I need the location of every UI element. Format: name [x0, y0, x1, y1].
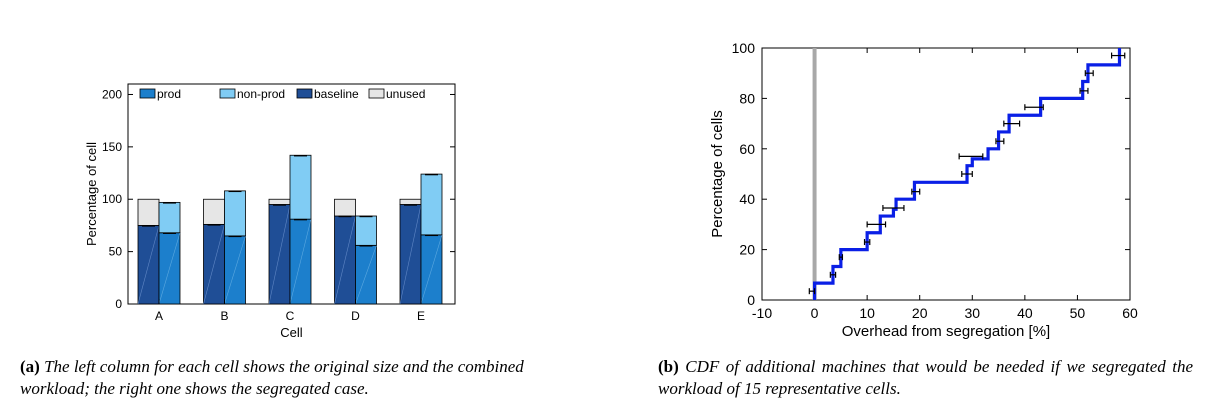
- x-axis-label-a: Cell: [280, 325, 303, 340]
- x-tick-label-b: 60: [1122, 305, 1138, 321]
- x-tick-label-b: -10: [752, 305, 772, 321]
- x-tick-label-a: E: [417, 309, 425, 323]
- bar-non-prod: [224, 190, 246, 237]
- x-axis-label-b: Overhead from segregation [%]: [842, 323, 1050, 340]
- bar-hatch: [289, 219, 312, 305]
- x-tick-label-b: 30: [964, 305, 980, 321]
- bar-unused: [268, 198, 291, 205]
- x-tick-label-a: B: [220, 309, 228, 323]
- legend-swatch-prod: [139, 88, 156, 99]
- legend-label-baseline: baseline: [314, 87, 359, 101]
- legend-label-prod: prod: [157, 87, 181, 101]
- bar-non-prod: [420, 173, 443, 236]
- y-tick-label-b: 40: [739, 191, 755, 207]
- x-tick-label-a: A: [155, 309, 163, 323]
- y-tick-label-a: 200: [102, 87, 122, 101]
- x-tick-label-a: C: [286, 309, 295, 323]
- caption-b-label: (b): [658, 357, 679, 376]
- y-tick-label-a: 50: [109, 245, 123, 259]
- y-tick-label-a: 0: [115, 297, 122, 311]
- plot-frame-b: [761, 47, 1131, 301]
- bar-unused: [334, 198, 356, 217]
- y-tick-label-a: 100: [102, 192, 122, 206]
- x-tick-label-b: 20: [912, 305, 928, 321]
- y-axis-label-a: Percentage of cell: [84, 142, 99, 246]
- bar-unused: [203, 198, 225, 225]
- bar-hatch: [334, 215, 356, 305]
- bar-hatch: [399, 204, 422, 305]
- bar-hatch: [355, 245, 377, 305]
- bar-unused: [399, 198, 422, 205]
- caption-a: (a) The left column for each cell shows …: [20, 356, 580, 400]
- caption-a-text: The left column for each cell shows the …: [20, 357, 524, 398]
- bar-hatch: [224, 235, 246, 305]
- bar-hatch: [420, 234, 443, 305]
- legend-label-non-prod: non-prod: [237, 87, 285, 101]
- caption-a-label: (a): [20, 357, 40, 376]
- y-tick-label-b: 60: [739, 141, 755, 157]
- x-tick-label-a: D: [351, 309, 360, 323]
- y-tick-label-a: 150: [102, 140, 122, 154]
- bar-non-prod: [289, 154, 312, 220]
- bar-hatch: [137, 225, 160, 305]
- legend-swatch-non-prod: [219, 88, 236, 99]
- x-tick-label-b: 10: [859, 305, 875, 321]
- bar-non-prod: [158, 201, 181, 234]
- y-tick-label-b: 20: [739, 242, 755, 258]
- caption-b-text: CDF of additional machines that would be…: [658, 357, 1194, 398]
- x-tick-label-b: 0: [811, 305, 819, 321]
- y-tick-label-b: 0: [747, 292, 755, 308]
- bar-hatch: [158, 232, 181, 305]
- caption-b: (b) CDF of additional machines that woul…: [658, 356, 1193, 400]
- x-tick-label-b: 40: [1017, 305, 1033, 321]
- bar-unused: [137, 198, 160, 226]
- bar-hatch: [203, 224, 225, 305]
- bar-non-prod: [355, 215, 377, 246]
- legend-swatch-baseline: [296, 88, 313, 99]
- y-tick-label-b: 100: [732, 40, 756, 56]
- bar-hatch: [268, 204, 291, 305]
- legend-swatch-unused: [368, 88, 385, 99]
- chart-a: 0 50 100 150 200 A B C D E Cell Percentage of cell p…: [84, 83, 456, 340]
- legend-label-unused: unused: [386, 87, 425, 101]
- y-tick-label-b: 80: [739, 90, 755, 106]
- y-axis-label-b: Percentage of cells: [709, 110, 726, 238]
- x-tick-label-b: 50: [1070, 305, 1086, 321]
